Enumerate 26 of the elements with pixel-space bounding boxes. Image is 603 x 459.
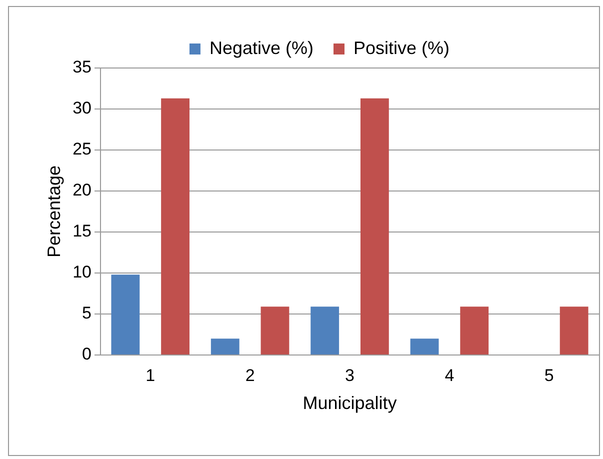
bar	[111, 274, 140, 354]
bar	[310, 306, 340, 354]
y-tick-label: 30	[72, 98, 92, 118]
y-tick-label: 20	[72, 180, 92, 200]
bar	[560, 306, 588, 354]
y-tick-label: 5	[82, 304, 92, 323]
bar	[460, 306, 489, 354]
y-axis-title: Percentage	[44, 165, 64, 258]
bar	[210, 338, 240, 354]
legend-label: Positive (%)	[354, 38, 450, 58]
x-axis-title: Municipality	[302, 393, 397, 414]
bar	[360, 98, 389, 354]
bar	[410, 338, 439, 354]
bar	[260, 306, 290, 354]
y-tick-label: 25	[72, 140, 92, 159]
y-tick-label: 35	[72, 58, 92, 77]
x-tick-label: 5	[544, 366, 554, 385]
x-tick-label: 1	[146, 366, 156, 385]
y-tick-label: 0	[82, 344, 92, 364]
x-tick-label: 4	[444, 366, 454, 385]
y-tick-label: 15	[72, 222, 92, 241]
x-tick-label: 3	[345, 366, 354, 385]
bar	[161, 98, 190, 354]
legend-label: Negative (%)	[209, 38, 314, 58]
x-tick-label: 2	[245, 366, 255, 385]
y-tick-label: 10	[72, 262, 92, 282]
